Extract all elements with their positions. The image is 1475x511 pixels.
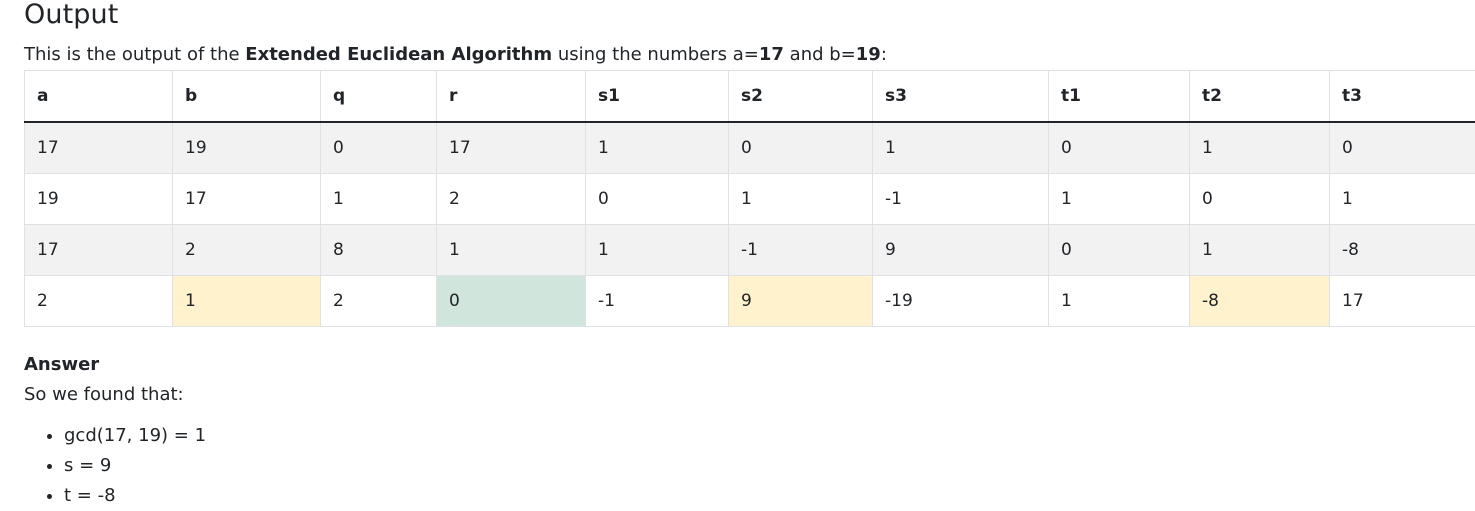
column-header: t2 [1189, 70, 1330, 123]
output-section: Output This is the output of the Extende… [24, 0, 1475, 511]
table-cell: -1 [585, 275, 729, 327]
intro-text: This is the output of the Extended Eucli… [24, 42, 1475, 68]
table-header-row: a b q r s1 s2 s3 t1 t2 t3 [24, 70, 1475, 123]
column-header: a [24, 70, 173, 123]
column-header: s2 [728, 70, 873, 123]
table-cell: 0 [1048, 224, 1190, 276]
algorithm-name: Extended Euclidean Algorithm [245, 44, 553, 65]
table-cell: 1 [320, 173, 437, 225]
table-cell: -19 [872, 275, 1049, 327]
table-row: 17 19 0 17 1 0 1 0 1 0 [24, 121, 1475, 174]
page-title: Output [24, 0, 119, 30]
s-coefficient-cell: 9 [728, 275, 873, 327]
table-cell: -1 [728, 224, 873, 276]
table-cell: 0 [1329, 121, 1475, 174]
table-cell: 17 [1329, 275, 1475, 327]
column-header: r [436, 70, 586, 123]
table-cell: 0 [728, 121, 873, 174]
table-cell: 8 [320, 224, 437, 276]
table-cell: 1 [585, 224, 729, 276]
table-cell: 17 [436, 121, 586, 174]
table-cell: 1 [728, 173, 873, 225]
table-cell: 1 [585, 121, 729, 174]
table-cell: 1 [1048, 173, 1190, 225]
table-cell: 1 [1189, 121, 1330, 174]
column-header: s3 [872, 70, 1049, 123]
answer-subtitle: So we found that: [24, 384, 184, 405]
table-cell: 9 [872, 224, 1049, 276]
table-cell: 2 [320, 275, 437, 327]
intro-prefix: This is the output of the [24, 44, 246, 65]
table-cell: 0 [585, 173, 729, 225]
answer-heading: Answer [24, 354, 100, 375]
column-header: t1 [1048, 70, 1190, 123]
table-cell: 1 [1048, 275, 1190, 327]
table-cell: 0 [1189, 173, 1330, 225]
value-a: 17 [758, 44, 784, 65]
table-row: 2 1 2 0 -1 9 -19 1 -8 17 [24, 275, 1475, 327]
table-cell: 17 [172, 173, 321, 225]
table-cell: 2 [436, 173, 586, 225]
t-coefficient-cell: -8 [1189, 275, 1330, 327]
table-cell: 2 [24, 275, 173, 327]
column-header: t3 [1329, 70, 1475, 123]
intro-suffix: : [880, 44, 887, 65]
list-item: s = 9 [64, 451, 1475, 481]
euclid-table: a b q r s1 s2 s3 t1 t2 t3 17 19 0 17 1 0… [24, 70, 1475, 327]
table-cell: 17 [24, 224, 173, 276]
intro-and: and b= [783, 44, 856, 65]
table-cell: 19 [24, 173, 173, 225]
table-cell: -8 [1329, 224, 1475, 276]
value-b: 19 [855, 44, 881, 65]
table-row: 17 2 8 1 1 -1 9 0 1 -8 [24, 224, 1475, 276]
table-cell: 19 [172, 121, 321, 174]
table-cell: 17 [24, 121, 173, 174]
results-list: gcd(17, 19) = 1 s = 9 t = -8 [24, 421, 1475, 511]
remainder-zero-cell: 0 [436, 275, 586, 327]
column-header: b [172, 70, 321, 123]
table-cell: 1 [436, 224, 586, 276]
table-cell: 0 [320, 121, 437, 174]
column-header: q [320, 70, 437, 123]
table-cell: 1 [1329, 173, 1475, 225]
column-header: s1 [585, 70, 729, 123]
list-item: t = -8 [64, 481, 1475, 511]
table-row: 19 17 1 2 0 1 -1 1 0 1 [24, 173, 1475, 225]
table-cell: 1 [1189, 224, 1330, 276]
table-cell: 1 [872, 121, 1049, 174]
table-cell: 0 [1048, 121, 1190, 174]
list-item: gcd(17, 19) = 1 [64, 421, 1475, 451]
table-cell: 2 [172, 224, 321, 276]
table-cell: -1 [872, 173, 1049, 225]
intro-middle: using the numbers a= [552, 44, 759, 65]
gcd-cell: 1 [172, 275, 321, 327]
